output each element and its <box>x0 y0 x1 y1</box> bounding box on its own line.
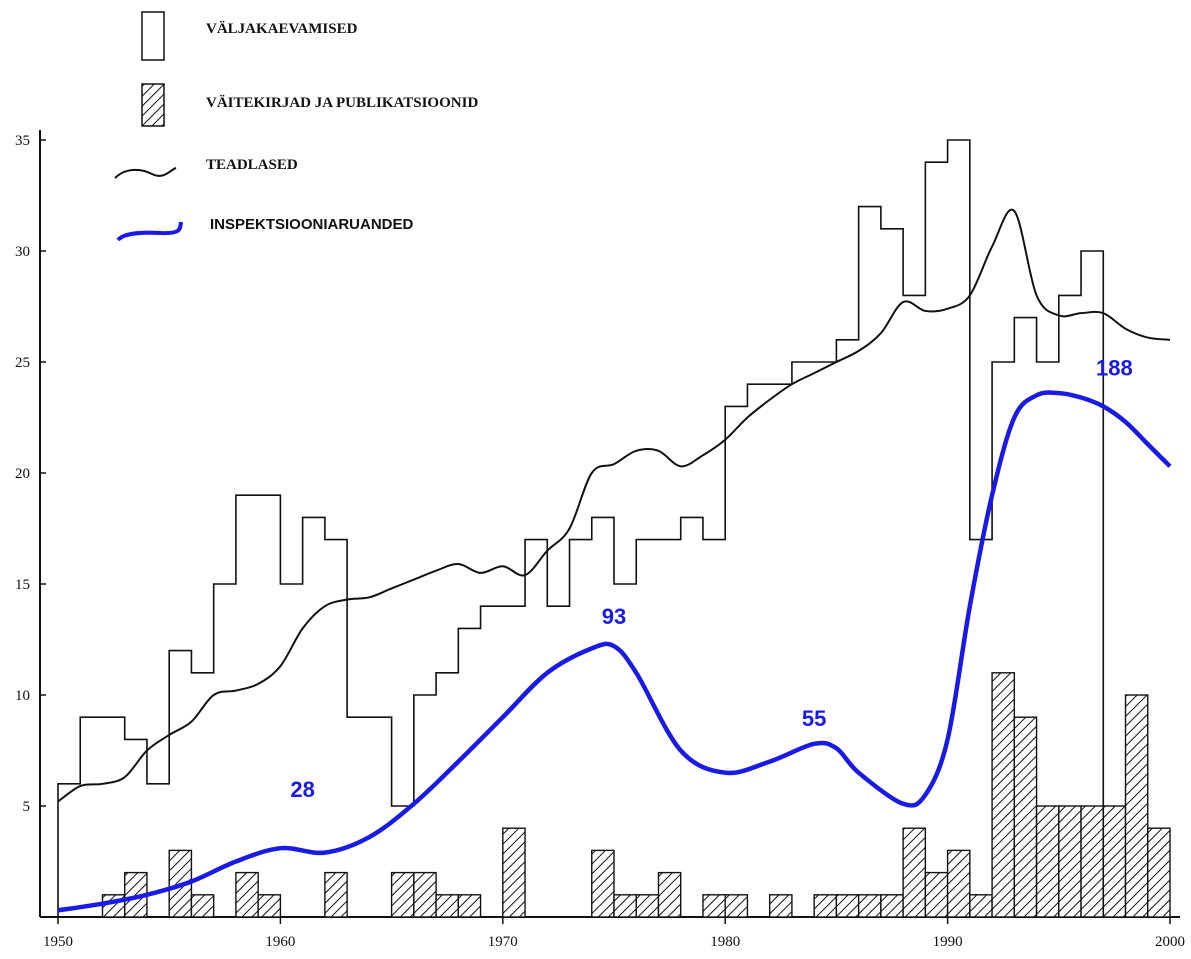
legend-label-scientists: TEADLASED <box>206 157 298 173</box>
x-ticks: 1950 1960 1970 1980 1990 2000 <box>43 917 1185 950</box>
y-tick-label: 25 <box>15 355 30 371</box>
theses-bars <box>101 672 1171 918</box>
theses-bar <box>1102 805 1127 918</box>
reports-line <box>57 390 1172 913</box>
theses-bar <box>1080 805 1104 918</box>
theses-bar <box>1147 827 1171 918</box>
legend-swatch-hatched-bar <box>141 83 165 127</box>
theses-bar <box>502 827 526 918</box>
theses-bar <box>702 894 726 918</box>
theses-bar <box>413 871 437 918</box>
scientists-line <box>57 208 1171 803</box>
x-tick-label: 1950 <box>43 934 73 950</box>
theses-bar <box>991 672 1016 918</box>
x-tick-label: 1970 <box>488 934 518 950</box>
theses-bar <box>257 894 282 918</box>
legend-label-theses: VÄITEKIRJAD JA PUBLIKATSIOONID <box>206 95 478 111</box>
annotation-label: 28 <box>290 777 314 802</box>
y-tick-label: 15 <box>15 577 30 593</box>
theses-bar <box>235 871 259 918</box>
theses-bar <box>857 894 882 918</box>
y-tick-label: 5 <box>23 799 31 815</box>
theses-bar <box>813 894 838 918</box>
annotation-label: 188 <box>1096 355 1133 380</box>
y-ticks: 5 10 15 20 25 30 35 <box>15 133 46 815</box>
excavations-step-line <box>57 139 1105 917</box>
y-tick-label: 30 <box>15 244 30 260</box>
y-tick-label: 10 <box>15 688 30 704</box>
theses-bar <box>457 894 482 918</box>
legend-swatch-open-bar <box>141 11 165 61</box>
theses-bar <box>880 894 904 918</box>
legend-label-excavations: VÄLJAKAEVAMISED <box>206 21 358 37</box>
theses-bar <box>435 894 460 918</box>
x-tick-label: 2000 <box>1155 934 1185 950</box>
theses-bar <box>324 871 348 918</box>
annotations: 28 93 55 188 <box>290 355 1132 802</box>
x-tick-label: 1990 <box>933 934 963 950</box>
theses-bar <box>613 894 637 918</box>
x-tick-label: 1960 <box>265 934 295 950</box>
theses-bar <box>1124 694 1149 918</box>
legend-label-reports: INSPEKTSIOONIARUANDED <box>210 216 414 233</box>
y-tick-label: 35 <box>15 133 30 149</box>
theses-bar <box>924 871 949 918</box>
theses-bar <box>724 894 749 918</box>
annotation-label: 93 <box>602 604 626 629</box>
theses-bar <box>1013 716 1038 918</box>
theses-bar <box>657 871 682 918</box>
theses-bar <box>969 894 993 918</box>
legend-swatch-blue-line <box>116 221 183 242</box>
theses-bar <box>835 894 860 918</box>
legend-swatch-black-line <box>114 167 177 179</box>
theses-bar <box>1035 805 1060 918</box>
theses-bar <box>591 849 615 918</box>
legend: VÄLJAKAEVAMISED VÄITEKIRJAD JA PUBLIKATS… <box>114 11 478 242</box>
y-tick-label: 20 <box>15 466 30 482</box>
theses-bar <box>635 894 660 918</box>
theses-bar <box>190 894 215 918</box>
theses-bar <box>768 894 793 918</box>
theses-bar <box>902 827 927 918</box>
theses-bar <box>1058 805 1082 918</box>
theses-bar <box>946 849 971 918</box>
theses-bar <box>390 871 415 918</box>
annotation-label: 55 <box>802 706 826 731</box>
x-tick-label: 1980 <box>710 934 740 950</box>
